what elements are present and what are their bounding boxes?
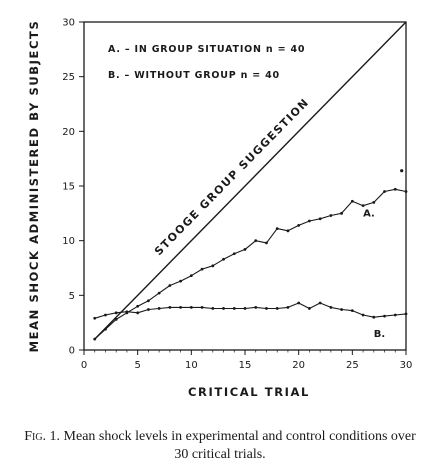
series-b-point xyxy=(275,307,279,310)
series-b-point xyxy=(168,305,172,309)
series-b-label: B. xyxy=(374,329,385,340)
series-a-point xyxy=(114,317,118,321)
series-a-point xyxy=(297,223,301,227)
series-a-point xyxy=(318,217,322,221)
series-b-point xyxy=(340,308,343,311)
series-a-label: A. xyxy=(363,209,375,220)
y-tick-label: 25 xyxy=(62,72,75,83)
series-b-point xyxy=(211,307,215,310)
x-tick-label: 25 xyxy=(346,360,359,371)
series-a-point xyxy=(104,327,107,331)
series-b-point xyxy=(308,307,311,310)
series-b-point xyxy=(104,313,107,317)
y-tick-label: 20 xyxy=(62,127,75,138)
series-a-point xyxy=(211,264,215,268)
caption-text: Mean shock levels in experimental and co… xyxy=(63,429,416,462)
series-b-point xyxy=(125,310,129,314)
x-axis-title: CRITICAL TRIAL xyxy=(188,385,310,399)
series-b-point xyxy=(265,307,268,310)
series-a-point xyxy=(147,299,150,303)
series-b-point xyxy=(393,313,397,317)
series-b-point xyxy=(93,316,97,320)
series-b-point xyxy=(297,301,301,305)
series-a-point xyxy=(265,241,268,245)
series-a-point xyxy=(393,187,397,191)
series-a-point xyxy=(157,291,161,295)
y-tick-label: 5 xyxy=(69,291,75,302)
series-a-point xyxy=(308,219,311,223)
series-b-point xyxy=(318,301,322,305)
series-b-point xyxy=(136,311,140,315)
series-a-point xyxy=(168,284,172,287)
series-a-point xyxy=(286,229,290,233)
series-a-point xyxy=(254,239,258,243)
axes xyxy=(79,21,407,355)
series-b-point xyxy=(404,312,408,316)
series-a-point xyxy=(200,267,204,271)
figure-caption: Fig. 1. Mean shock levels in experimenta… xyxy=(20,428,420,464)
series-a-point xyxy=(243,248,247,251)
y-axis-title: MEAN SHOCK ADMINISTERED BY SUBJECTS xyxy=(27,20,41,353)
series-a-point xyxy=(222,257,225,261)
series-b-point xyxy=(329,305,333,309)
series-a-point xyxy=(350,199,354,203)
x-tick-label: 10 xyxy=(185,360,198,371)
x-tick-label: 20 xyxy=(292,360,305,371)
series-b-point xyxy=(179,305,183,309)
x-tick-label: 0 xyxy=(81,360,87,371)
legend-entry-a: A. – IN GROUP SITUATION n = 40 xyxy=(108,44,305,55)
series-a-point xyxy=(361,204,365,208)
series-b-point xyxy=(383,314,386,318)
series-b-point xyxy=(350,309,354,313)
x-tick-label: 30 xyxy=(400,360,413,371)
stray-dot xyxy=(400,169,404,173)
series-a-point xyxy=(93,337,97,341)
series-a-point xyxy=(383,190,386,193)
series-b-point xyxy=(157,307,161,310)
series-b-point xyxy=(372,315,376,319)
series-b-point xyxy=(114,311,118,315)
x-tick-label: 5 xyxy=(134,360,140,371)
series-b-point xyxy=(254,305,258,309)
series-b-point xyxy=(147,308,150,311)
stooge-suggestion-line xyxy=(94,21,407,340)
series-b-point xyxy=(189,305,193,309)
series-b-line xyxy=(94,302,407,319)
series-b-point xyxy=(361,313,365,317)
y-tick-label: 0 xyxy=(69,346,75,357)
series-a-point xyxy=(179,279,183,283)
y-tick-label: 10 xyxy=(62,236,75,247)
y-tick-label: 15 xyxy=(62,182,75,193)
series-b-point xyxy=(232,307,236,310)
stooge-annotation: STOOGE GROUP SUGGESTION xyxy=(152,96,312,258)
series-b-point xyxy=(243,307,247,310)
y-tick-label: 30 xyxy=(62,18,75,29)
caption-label: Fig. 1. xyxy=(24,429,61,444)
series-a-point xyxy=(232,252,236,256)
legend-entry-b: B. – WITHOUT GROUP n = 40 xyxy=(108,70,280,81)
series-a-point xyxy=(340,211,343,215)
series-b-point xyxy=(200,305,204,309)
x-tick-label: 15 xyxy=(239,360,252,371)
series-a-point xyxy=(329,214,333,217)
series-a-point xyxy=(404,190,408,193)
chart-marks xyxy=(93,21,408,341)
series-a-point xyxy=(136,304,140,308)
series-a-line xyxy=(94,188,407,340)
series-b-point xyxy=(286,305,290,309)
series-a-point xyxy=(189,274,193,278)
line-chart: 0 5 10 15 20 25 30 0 5 10 15 20 25 30 CRITICAL TRIAL ME… xyxy=(27,18,413,400)
series-a-point xyxy=(372,201,376,204)
series-b-point xyxy=(222,307,225,310)
series-a-point xyxy=(275,227,279,231)
